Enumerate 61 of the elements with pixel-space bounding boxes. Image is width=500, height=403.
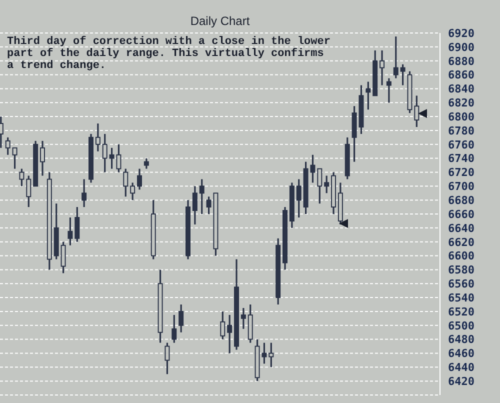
- y-tick-label: 6720: [448, 166, 474, 180]
- candlestick: [414, 94, 420, 128]
- y-tick-label: 6500: [448, 319, 474, 332]
- candlestick: [178, 304, 184, 334]
- candlestick: [144, 158, 149, 170]
- y-tick-label: 6660: [448, 208, 474, 221]
- y-tick-label: 6920: [448, 26, 474, 40]
- candlestick: [82, 178, 87, 208]
- candlestick: [68, 216, 73, 246]
- y-tick-label: 6480: [448, 333, 474, 346]
- candlestick: [386, 77, 392, 104]
- candlestick: [400, 64, 406, 86]
- candlestick: [317, 168, 322, 204]
- candlestick: [130, 182, 136, 201]
- y-tick-label: 6800: [448, 110, 474, 124]
- y-tick-label: 6840: [448, 82, 474, 96]
- candlestick: [380, 50, 385, 86]
- candlestick: [240, 307, 246, 330]
- y-tick-label: 6780: [448, 124, 474, 138]
- y-tick-label: 6580: [448, 264, 474, 277]
- candlestick: [268, 342, 274, 368]
- candlestick: [40, 140, 45, 177]
- y-tick-label: 6440: [448, 361, 474, 374]
- candlestick: [137, 168, 142, 190]
- candlestick: [296, 178, 302, 218]
- y-tick-label: 6700: [448, 180, 474, 194]
- candlestick: [192, 185, 198, 226]
- candlestick: [172, 314, 177, 344]
- candlestick: [74, 206, 80, 243]
- chart-title: Daily Chart: [189, 14, 251, 28]
- candlestick: [199, 178, 204, 215]
- candlestick: [220, 310, 226, 340]
- candlestick: [12, 147, 18, 170]
- candlestick: [19, 168, 24, 187]
- candlestick: [60, 241, 66, 274]
- candlestick: [102, 133, 108, 174]
- annotation: Third day of correction with a close in the lower part of the daily range. This virtually confirms a trend change.: [7, 36, 332, 72]
- candlestick: [164, 342, 170, 375]
- candlestick: [366, 80, 371, 110]
- y-tick-label: 6900: [448, 40, 474, 54]
- candlestick: [95, 122, 100, 152]
- y-tick-label: 6680: [448, 194, 474, 207]
- y-tick-label: 6740: [448, 152, 474, 166]
- y-tick-label: 6420: [448, 374, 474, 388]
- candlestick: [227, 314, 232, 354]
- y-tick-label: 6820: [448, 96, 474, 110]
- y-tick-label: 6880: [448, 54, 474, 68]
- y-tick-label: 6640: [448, 222, 474, 235]
- candlestick: [324, 174, 330, 194]
- candlestick: [393, 36, 398, 80]
- y-tick-label: 6600: [448, 250, 474, 263]
- candlestick: [5, 136, 10, 156]
- y-tick-label: 6860: [448, 68, 474, 82]
- candlestick: [26, 174, 32, 208]
- y-tick-label: 6620: [448, 236, 474, 249]
- y-tick-label: 6460: [448, 347, 474, 360]
- y-tick-label: 6520: [448, 305, 474, 318]
- y-tick-label: 6760: [448, 138, 474, 152]
- y-tick-label: 6540: [448, 291, 474, 304]
- candlestick: [123, 168, 128, 198]
- y-tick-label: 6560: [448, 278, 474, 291]
